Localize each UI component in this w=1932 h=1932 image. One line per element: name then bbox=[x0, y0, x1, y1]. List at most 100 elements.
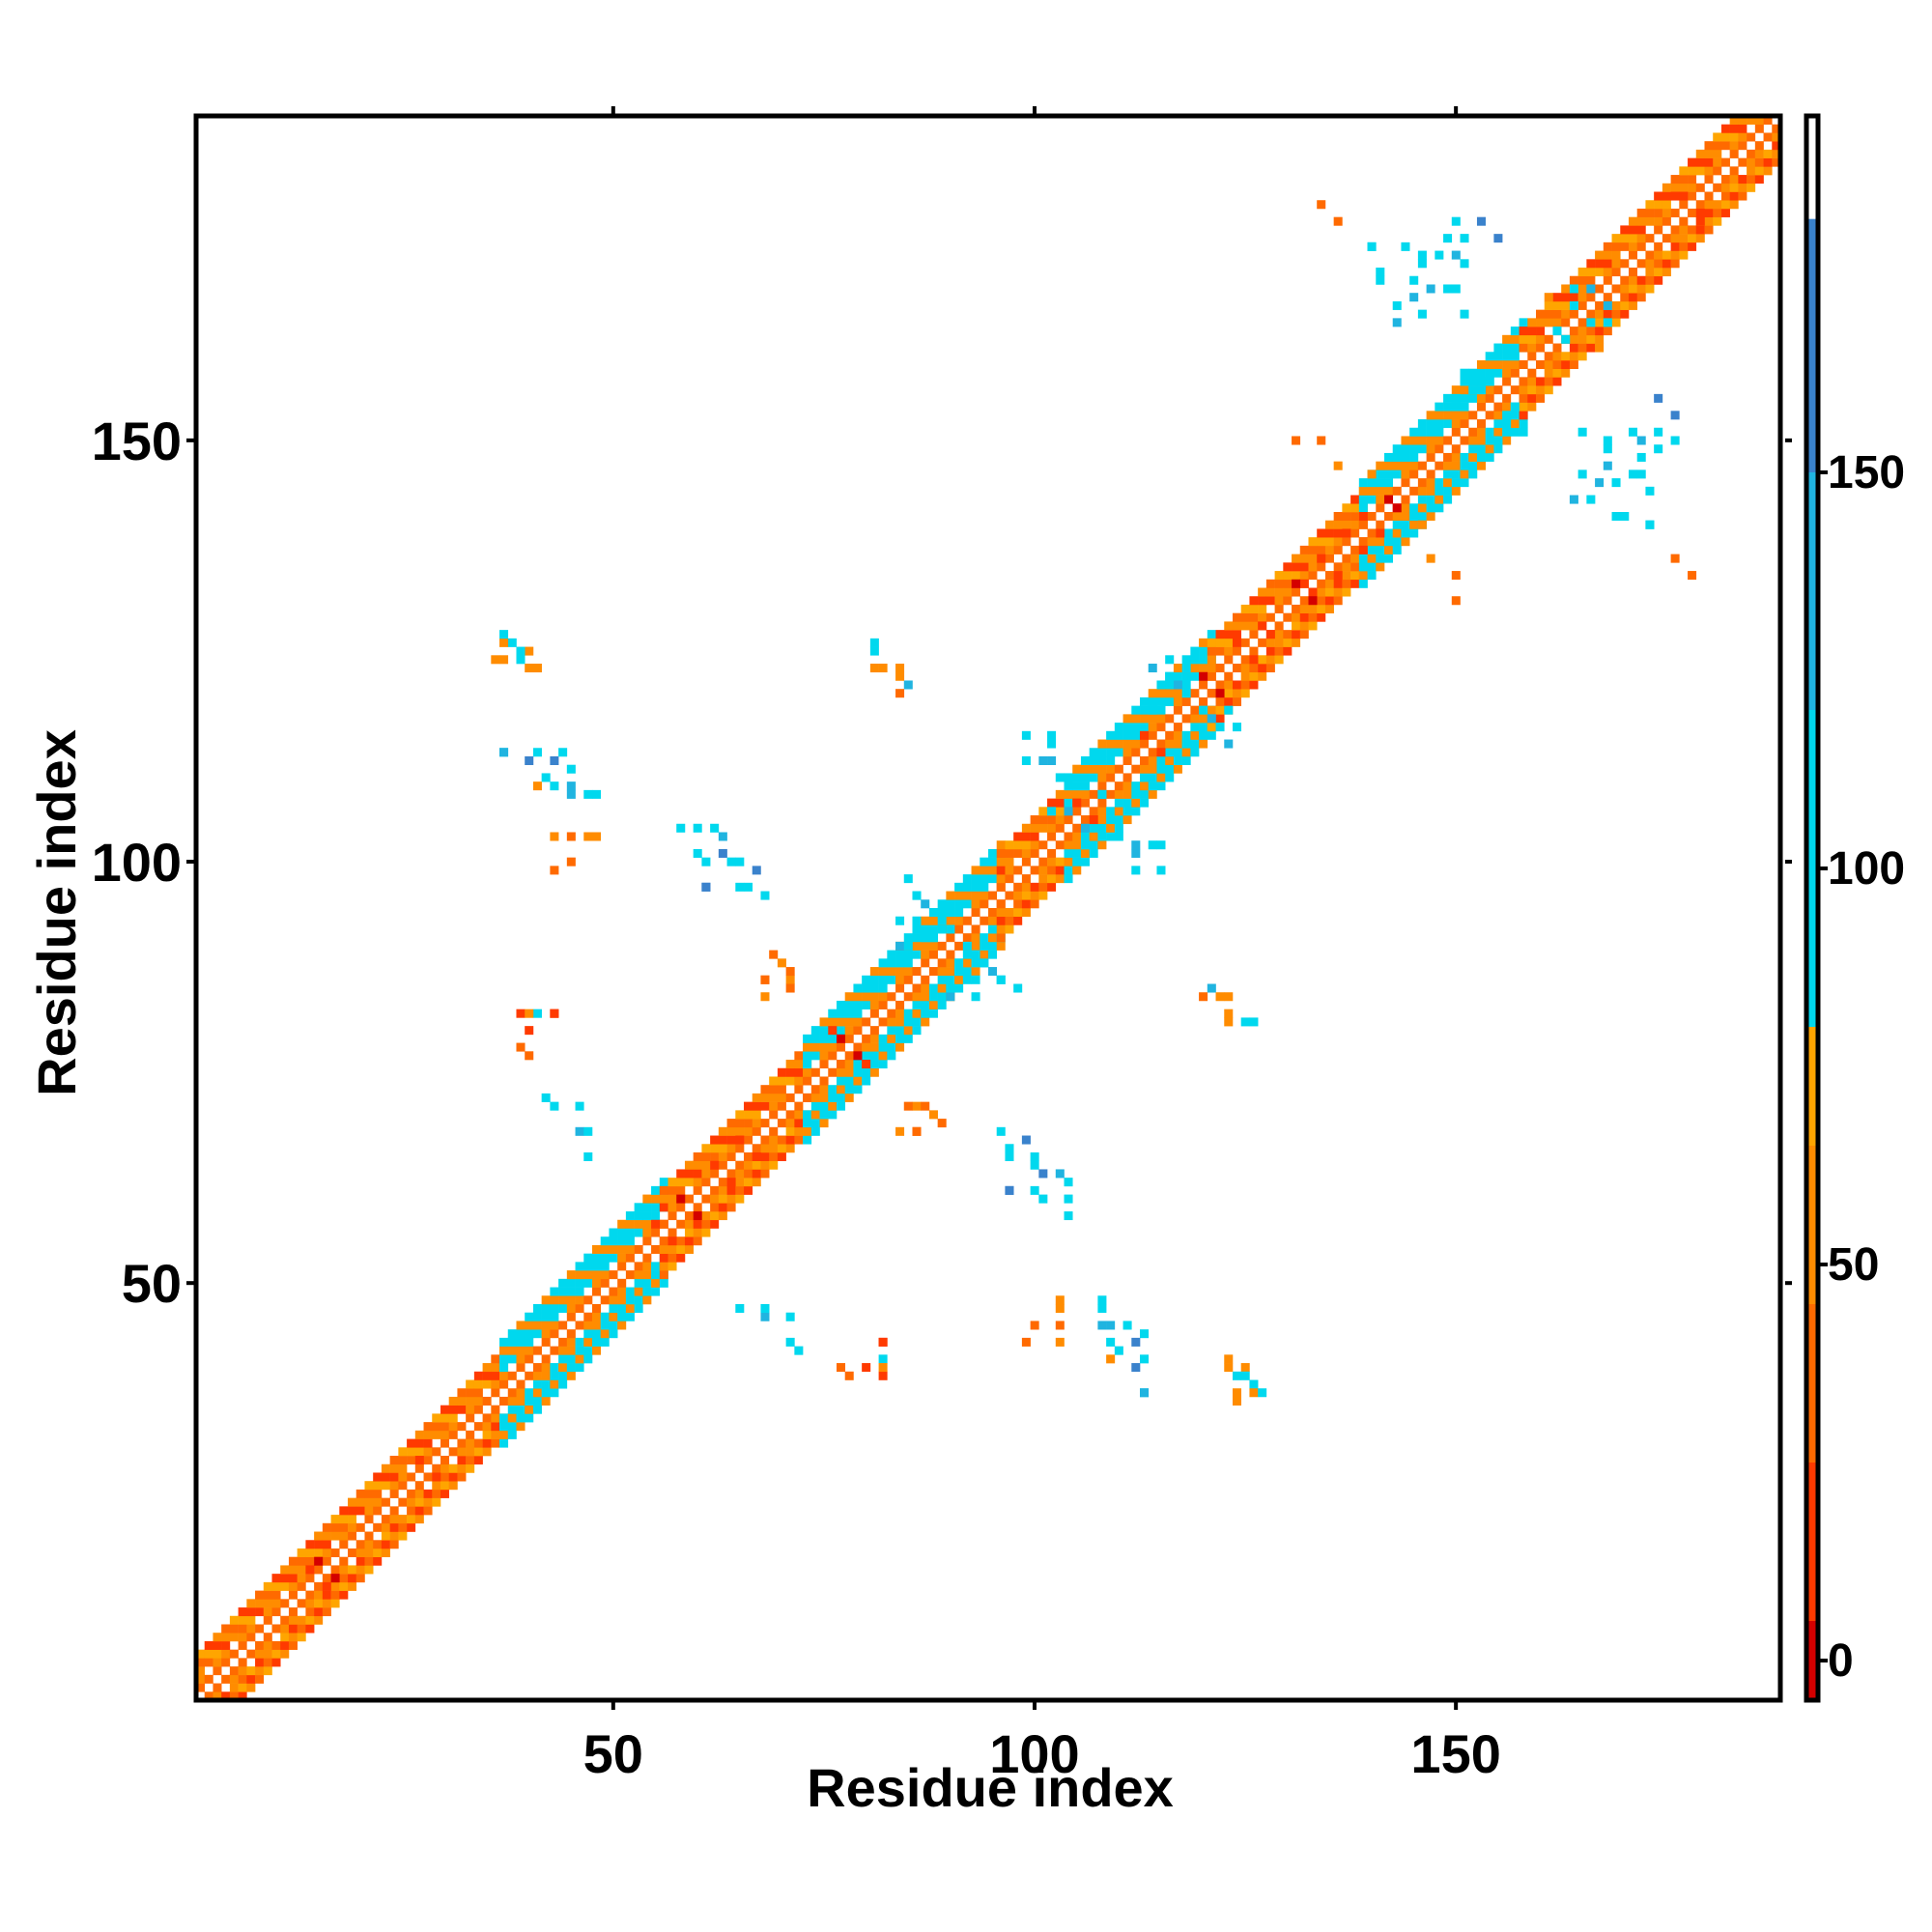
heatmap-cell bbox=[1409, 486, 1419, 496]
heatmap-cell bbox=[499, 1354, 509, 1364]
heatmap-cell bbox=[407, 1522, 416, 1532]
heatmap-cell bbox=[1013, 891, 1023, 900]
heatmap-cell bbox=[1199, 730, 1208, 740]
heatmap-cell bbox=[903, 1009, 913, 1018]
heatmap-cell bbox=[668, 1253, 677, 1263]
heatmap-cell bbox=[634, 1203, 643, 1212]
heatmap-cell bbox=[1140, 714, 1150, 724]
heatmap-cell bbox=[1283, 646, 1293, 656]
heatmap-cell bbox=[1502, 402, 1512, 412]
heatmap-cell bbox=[1611, 318, 1621, 327]
heatmap-cell bbox=[1620, 300, 1630, 310]
heatmap-cell bbox=[1089, 748, 1098, 757]
heatmap-cell bbox=[1097, 781, 1107, 791]
heatmap-cell bbox=[305, 1540, 315, 1549]
heatmap-cell bbox=[525, 1413, 534, 1423]
heatmap-cell bbox=[229, 1674, 239, 1684]
heatmap-cell bbox=[1485, 368, 1494, 378]
heatmap-cell bbox=[1688, 234, 1697, 243]
heatmap-cell bbox=[297, 1581, 306, 1591]
heatmap-cell bbox=[1519, 427, 1528, 437]
heatmap-cell bbox=[1569, 495, 1578, 504]
heatmap-cell bbox=[238, 1666, 247, 1676]
heatmap-cell bbox=[693, 1169, 702, 1179]
heatmap-cell bbox=[1586, 284, 1596, 294]
heatmap-cell bbox=[271, 1658, 281, 1667]
heatmap-cell bbox=[423, 1456, 433, 1465]
heatmap-cell bbox=[1064, 798, 1073, 808]
heatmap-cell bbox=[1106, 773, 1116, 782]
heatmap-cell bbox=[735, 857, 745, 867]
heatmap-cell bbox=[903, 1034, 913, 1043]
heatmap-cell bbox=[1443, 234, 1453, 243]
heatmap-cell bbox=[1552, 377, 1562, 386]
heatmap-cell bbox=[1021, 899, 1031, 909]
heatmap-cell bbox=[988, 967, 998, 977]
heatmap-cell bbox=[887, 992, 896, 1002]
heatmap-cell bbox=[1451, 216, 1461, 226]
heatmap-cell bbox=[525, 1051, 534, 1061]
heatmap-cell bbox=[1561, 359, 1571, 369]
heatmap-cell bbox=[651, 1270, 661, 1280]
heatmap-cell bbox=[1443, 495, 1453, 504]
heatmap-cell bbox=[1097, 807, 1107, 816]
heatmap-cell bbox=[373, 1481, 383, 1491]
heatmap-cell bbox=[1620, 225, 1630, 235]
heatmap-cell bbox=[1611, 512, 1621, 522]
heatmap-cell bbox=[869, 967, 879, 977]
heatmap-cell bbox=[1055, 773, 1065, 782]
heatmap-cell bbox=[1021, 730, 1031, 740]
heatmap-cell bbox=[1561, 334, 1571, 344]
heatmap-cell bbox=[1199, 714, 1208, 724]
heatmap-cell bbox=[355, 1506, 365, 1516]
heatmap-cell bbox=[532, 1321, 542, 1330]
heatmap-cell bbox=[962, 882, 972, 892]
heatmap-cell bbox=[271, 1624, 281, 1634]
heatmap-cell bbox=[1688, 175, 1697, 185]
heatmap-cell bbox=[516, 1379, 526, 1389]
heatmap-cell bbox=[238, 1624, 247, 1634]
heatmap-cell bbox=[1199, 646, 1208, 656]
heatmap-cell bbox=[473, 1438, 483, 1448]
heatmap-cell bbox=[988, 916, 998, 925]
heatmap-cell bbox=[785, 967, 795, 977]
heatmap-cell bbox=[448, 1463, 458, 1473]
heatmap-cell bbox=[887, 975, 896, 984]
x-tick-label: 50 bbox=[583, 1723, 643, 1784]
heatmap-cell bbox=[1670, 191, 1680, 201]
plot-frame bbox=[193, 113, 1783, 1703]
heatmap-cell bbox=[1283, 562, 1293, 572]
heatmap-cell bbox=[1047, 866, 1057, 875]
heatmap-cell bbox=[1763, 157, 1773, 167]
heatmap-cell bbox=[448, 1430, 458, 1439]
heatmap-cell bbox=[280, 1565, 290, 1575]
heatmap-cell bbox=[238, 1607, 247, 1617]
heatmap-cell bbox=[819, 1110, 829, 1120]
heatmap-cell bbox=[659, 1244, 668, 1254]
heatmap-cell bbox=[954, 975, 964, 984]
heatmap-cell bbox=[1292, 604, 1301, 613]
heatmap-cell bbox=[1021, 840, 1031, 850]
heatmap-cell bbox=[912, 924, 922, 934]
heatmap-cell bbox=[364, 1548, 374, 1557]
heatmap-cell bbox=[769, 1076, 779, 1086]
heatmap-cell bbox=[1747, 157, 1756, 167]
heatmap-cell bbox=[1072, 789, 1082, 799]
heatmap-cell bbox=[744, 1101, 753, 1111]
heatmap-cell bbox=[988, 924, 998, 934]
heatmap-cell bbox=[921, 924, 930, 934]
heatmap-cell bbox=[1620, 512, 1630, 522]
heatmap-cell bbox=[726, 1169, 736, 1179]
heatmap-cell bbox=[988, 950, 998, 959]
heatmap-cell bbox=[1064, 866, 1073, 875]
heatmap-cell bbox=[1089, 823, 1098, 833]
heatmap-cell bbox=[718, 1126, 727, 1136]
heatmap-cell bbox=[1240, 655, 1250, 665]
heatmap-cell bbox=[1679, 183, 1689, 192]
heatmap-cell bbox=[693, 1219, 702, 1229]
heatmap-cell bbox=[1417, 478, 1427, 488]
heatmap-cell bbox=[1611, 478, 1621, 488]
heatmap-cell bbox=[777, 1151, 786, 1161]
heatmap-cell bbox=[1258, 587, 1267, 597]
heatmap-cell bbox=[499, 1422, 509, 1432]
